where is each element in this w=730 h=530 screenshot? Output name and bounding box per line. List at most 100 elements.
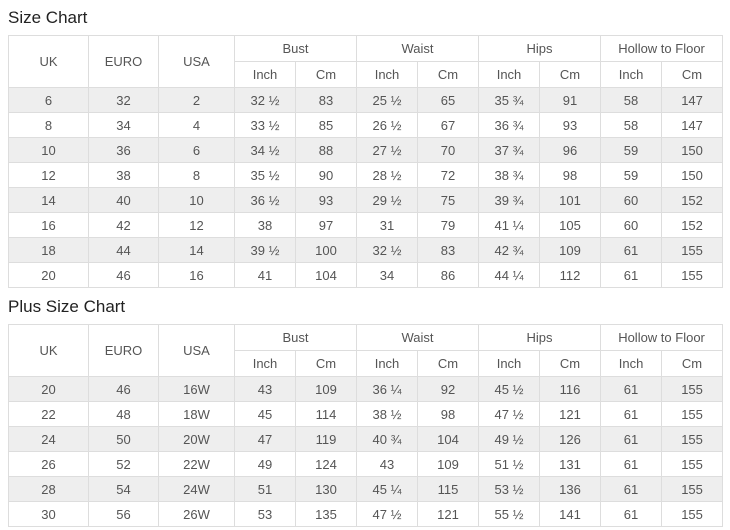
- table-cell: 6: [158, 137, 235, 163]
- table-cell: 8: [158, 162, 235, 188]
- table-cell: 38 ½: [356, 401, 419, 427]
- table-cell: 97: [294, 212, 358, 238]
- column-header-usa: USA: [158, 324, 235, 377]
- table-cell: 155: [661, 401, 724, 427]
- table-cell: 47 ½: [478, 401, 541, 427]
- table-cell: 109: [294, 376, 358, 402]
- table-cell: 38: [88, 162, 159, 188]
- size-chart-table: UK EURO USA Bust Waist Hips Hollow to Fl…: [8, 35, 724, 288]
- table-cell: 25 ½: [356, 87, 419, 113]
- table-cell: 49: [234, 451, 296, 477]
- table-cell: 44: [88, 237, 159, 263]
- unit-header-inch: Inch: [234, 61, 296, 88]
- column-header-hollow-to-floor: Hollow to Floor: [600, 35, 724, 62]
- unit-header-inch: Inch: [356, 61, 419, 88]
- table-cell: 85: [294, 112, 358, 138]
- table-cell: 98: [539, 162, 602, 188]
- table-cell: 47: [234, 426, 296, 452]
- table-cell: 83: [417, 237, 480, 263]
- table-cell: 14: [8, 187, 89, 213]
- plus-size-chart-body: 20 46 16W 43 109 36 ¼ 92 45 ½ 116 61 155 22 48 18W 45 1…: [8, 376, 724, 527]
- column-header-usa: USA: [158, 35, 235, 88]
- table-cell: 126: [539, 426, 602, 452]
- table-cell: 16W: [158, 376, 235, 402]
- table-cell: 116: [539, 376, 602, 402]
- table-cell: 152: [661, 212, 724, 238]
- table-row: 20 46 16 41 104 34 86 44 ¼ 112 61 155: [8, 262, 724, 288]
- table-cell: 46: [88, 262, 159, 288]
- table-cell: 135: [294, 501, 358, 527]
- table-cell: 20: [8, 262, 89, 288]
- table-cell: 32 ½: [356, 237, 419, 263]
- table-cell: 34: [356, 262, 419, 288]
- table-cell: 42: [88, 212, 159, 238]
- table-cell: 39 ¾: [478, 187, 541, 213]
- table-cell: 119: [294, 426, 358, 452]
- unit-header-inch: Inch: [234, 350, 296, 377]
- unit-header-inch: Inch: [478, 350, 541, 377]
- table-cell: 147: [661, 87, 724, 113]
- table-cell: 29 ½: [356, 187, 419, 213]
- header-row-units: Inch Cm Inch Cm Inch Cm Inch Cm: [9, 350, 724, 377]
- table-cell: 114: [294, 401, 358, 427]
- table-cell: 83: [294, 87, 358, 113]
- table-cell: 52: [88, 451, 159, 477]
- table-cell: 61: [600, 476, 663, 502]
- table-cell: 104: [417, 426, 480, 452]
- table-cell: 16: [158, 262, 235, 288]
- unit-header-cm: Cm: [417, 61, 480, 88]
- table-cell: 44 ¼: [478, 262, 541, 288]
- table-cell: 51 ½: [478, 451, 541, 477]
- table-cell: 155: [661, 237, 724, 263]
- table-row: 10 36 6 34 ½ 88 27 ½ 70 37 ¾ 96 59 150: [8, 137, 724, 163]
- table-cell: 12: [158, 212, 235, 238]
- table-row: 20 46 16W 43 109 36 ¼ 92 45 ½ 116 61 155: [8, 376, 724, 402]
- unit-header-cm: Cm: [294, 61, 358, 88]
- column-header-euro: EURO: [88, 324, 159, 377]
- table-cell: 131: [539, 451, 602, 477]
- table-cell: 92: [417, 376, 480, 402]
- table-cell: 56: [88, 501, 159, 527]
- unit-header-cm: Cm: [539, 61, 602, 88]
- plus-size-chart-header: UK EURO USA Bust Waist Hips Hollow to Fl…: [8, 324, 724, 377]
- table-cell: 93: [539, 112, 602, 138]
- table-row: 6 32 2 32 ½ 83 25 ½ 65 35 ¾ 91 58 147: [8, 87, 724, 113]
- column-header-waist: Waist: [356, 324, 480, 351]
- size-chart-header: UK EURO USA Bust Waist Hips Hollow to Fl…: [8, 35, 724, 88]
- table-cell: 24: [8, 426, 89, 452]
- unit-header-cm: Cm: [294, 350, 358, 377]
- unit-header-inch: Inch: [600, 61, 663, 88]
- table-cell: 45 ½: [478, 376, 541, 402]
- table-cell: 152: [661, 187, 724, 213]
- table-cell: 45 ¼: [356, 476, 419, 502]
- table-cell: 109: [539, 237, 602, 263]
- table-cell: 51: [234, 476, 296, 502]
- table-cell: 27 ½: [356, 137, 419, 163]
- column-header-uk: UK: [8, 324, 89, 377]
- table-cell: 115: [417, 476, 480, 502]
- table-cell: 60: [600, 187, 663, 213]
- table-cell: 88: [294, 137, 358, 163]
- table-cell: 50: [88, 426, 159, 452]
- table-cell: 20W: [158, 426, 235, 452]
- table-cell: 136: [539, 476, 602, 502]
- table-cell: 130: [294, 476, 358, 502]
- table-cell: 40: [88, 187, 159, 213]
- table-cell: 36 ½: [234, 187, 296, 213]
- table-cell: 38: [234, 212, 296, 238]
- table-cell: 61: [600, 451, 663, 477]
- table-cell: 48: [88, 401, 159, 427]
- size-chart-title: Size Chart: [8, 8, 88, 27]
- table-cell: 155: [661, 501, 724, 527]
- table-cell: 67: [417, 112, 480, 138]
- table-cell: 61: [600, 376, 663, 402]
- table-cell: 65: [417, 87, 480, 113]
- table-cell: 16: [8, 212, 89, 238]
- table-cell: 155: [661, 426, 724, 452]
- table-cell: 155: [661, 262, 724, 288]
- table-cell: 105: [539, 212, 602, 238]
- table-cell: 61: [600, 401, 663, 427]
- table-cell: 86: [417, 262, 480, 288]
- table-cell: 22W: [158, 451, 235, 477]
- table-cell: 24W: [158, 476, 235, 502]
